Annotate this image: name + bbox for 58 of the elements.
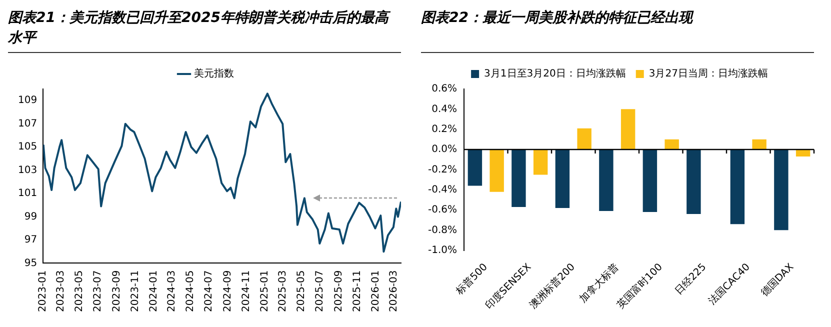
x-tick-label: 2026-01 bbox=[370, 270, 382, 312]
x-tick-label: 2025-01 bbox=[260, 270, 271, 312]
y-tick-label: -0.6% bbox=[428, 204, 458, 216]
x-tick-label: 2025-03 bbox=[278, 270, 289, 312]
x-tick-label: 2025-07 bbox=[314, 270, 326, 312]
x-tick-label: 2023-01 bbox=[38, 270, 49, 312]
x-tick-label: 2025-11 bbox=[352, 270, 363, 312]
y-tick-label: -1.0% bbox=[428, 244, 458, 256]
bar bbox=[620, 109, 636, 150]
y-tick-label: 97 bbox=[24, 234, 38, 246]
x-tick-label: 2024-01 bbox=[148, 270, 160, 312]
y-tick-label: 0.0% bbox=[432, 144, 458, 156]
legend-label: 3月27日当周：日均涨跌幅 bbox=[648, 68, 768, 80]
y-tick-label: -0.2% bbox=[428, 164, 458, 176]
y-tick-label: 99 bbox=[24, 211, 38, 222]
bar bbox=[577, 128, 592, 150]
y-tick-label: 0.4% bbox=[432, 104, 458, 115]
x-tick-label: 2025-05 bbox=[296, 270, 308, 312]
y-tick-label: 105 bbox=[18, 142, 38, 153]
legend-label: 美元指数 bbox=[194, 68, 234, 80]
y-tick-label: 95 bbox=[24, 258, 38, 269]
bar bbox=[555, 150, 570, 208]
bar bbox=[490, 150, 504, 192]
bar bbox=[774, 150, 788, 230]
x-tick-label: 2024-09 bbox=[222, 270, 234, 312]
y-tick-label: 109 bbox=[18, 95, 38, 106]
x-tick-label: 2024-05 bbox=[185, 270, 196, 312]
x-tick-label: 2023-07 bbox=[92, 270, 104, 312]
chart-title: 图表22：最近一周美股补跌的特征已经出现 bbox=[421, 8, 814, 53]
bar bbox=[664, 139, 679, 150]
y-tick-label: -0.4% bbox=[428, 184, 458, 196]
legend-label: 3月1日至3月20日：日均涨跌幅 bbox=[484, 68, 626, 80]
bar bbox=[642, 150, 658, 212]
bar bbox=[752, 139, 766, 150]
x-tick-label: 标普500 bbox=[453, 261, 490, 298]
bar bbox=[686, 150, 701, 214]
y-tick-label: 107 bbox=[18, 118, 38, 130]
x-tick-label: 2024-03 bbox=[166, 270, 178, 312]
y-tick-label: -0.8% bbox=[428, 224, 458, 236]
y-tick-label: 0.6% bbox=[432, 84, 458, 95]
x-tick-label: 2024-07 bbox=[204, 270, 215, 312]
bar bbox=[512, 150, 526, 207]
bar bbox=[599, 150, 614, 212]
bar bbox=[533, 150, 548, 175]
x-tick-label: 2024-11 bbox=[241, 270, 252, 312]
x-tick-label: 2023-09 bbox=[111, 270, 122, 312]
bar bbox=[468, 150, 482, 186]
y-tick-label: 103 bbox=[18, 164, 38, 176]
y-tick-label: 0.2% bbox=[432, 124, 458, 135]
x-tick-label: 2026-03 bbox=[388, 270, 400, 312]
chart-title: 图表21：美元指数已回升至2025年特朗普关税冲击后的最高水平 bbox=[8, 8, 401, 53]
x-tick-label: 2025-09 bbox=[333, 270, 344, 312]
bar bbox=[796, 150, 810, 157]
x-tick-label: 2023-05 bbox=[74, 270, 86, 312]
bar bbox=[730, 150, 745, 224]
x-tick-label: 2023-03 bbox=[56, 270, 67, 312]
x-tick-label: 2023-11 bbox=[130, 270, 141, 312]
y-tick-label: 101 bbox=[18, 188, 38, 200]
